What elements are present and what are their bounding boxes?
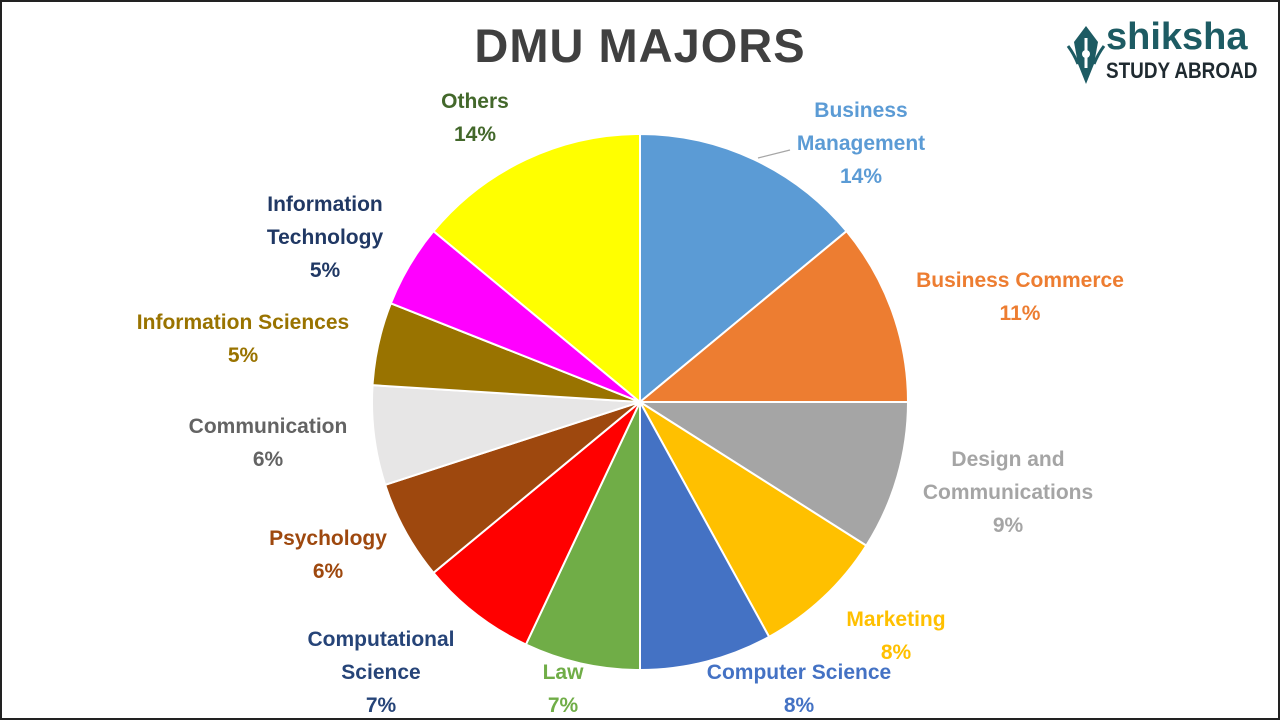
slice-label-value: 5% [227,344,259,367]
slice-label-name: Technology [266,226,384,249]
chart-title: DMU MAJORS [474,19,806,72]
slice-label-computer-science: Computer Science 8% [707,656,891,722]
pen-nib-icon [1066,26,1106,84]
slice-label-value: 14% [453,123,497,146]
slice-label-name: Science [341,661,421,684]
slice-label-value: 9% [992,514,1024,537]
slice-label-name: Others [441,90,509,113]
pie-slice-computer-science [639,401,771,672]
leader-line [757,149,791,159]
logo-brand-text: shiksha [1106,16,1248,58]
slice-label-value: 8% [783,694,815,717]
logo-tagline-text: STUDY ABROAD [1106,58,1258,83]
slice-label-value: 7% [547,694,579,717]
pie-slice-computational-science [432,401,641,646]
slice-label-marketing: Marketing 8% [846,603,945,669]
slice-label-name: Communication [188,415,348,438]
slice-label-law: Law 7% [543,656,584,722]
slice-label-name: Design and [951,448,1065,471]
slice-label-name: Computer Science [706,661,892,684]
slice-label-communication: Communication 6% [189,410,348,476]
slice-label-name: Business [814,99,908,122]
slice-label-value: 7% [365,694,397,717]
slice-label-name: Computational [307,628,455,651]
slice-label-name: Psychology [269,527,387,550]
slice-label-information-sciences: Information Sciences 5% [137,306,349,372]
shiksha-logo: shiksha STUDY ABROAD [1064,16,1269,88]
slice-label-name: Information [267,193,383,216]
slice-label-value: 11% [999,302,1041,325]
pie-slice-law [524,401,641,672]
slice-label-information-technology: Information Technology 5% [267,188,383,287]
slice-label-psychology: Psychology 6% [269,522,387,588]
slice-label-value: 6% [312,560,344,583]
slice-label-name: Marketing [846,608,946,631]
slice-label-name: Communications [922,481,1094,504]
slice-label-business-management: Business Management 14% [797,94,925,193]
pie-slice-business-management [639,132,848,405]
slice-label-value: 8% [880,641,912,664]
slice-label-computational-science: Computational Science 7% [308,623,455,722]
pie-slice-business-commerce [637,229,910,403]
pie-slice-others [432,132,641,405]
slice-label-name: Law [542,661,584,684]
slice-label-design-and-communications: Design and Communications 9% [923,443,1093,542]
slice-label-value: 14% [839,165,883,188]
slice-label-name: Business Commerce [916,269,1124,292]
slice-label-value: 6% [252,448,284,471]
slice-label-business-commerce: Business Commerce 11% [916,264,1124,330]
slice-label-name: Management [796,132,926,155]
slice-label-name: Information Sciences [136,311,350,334]
pie-slice-design-and-communications [636,401,910,547]
pie-slice-marketing [639,401,868,639]
slice-label-others: Others 14% [441,85,509,151]
slice-label-value: 5% [309,259,341,282]
